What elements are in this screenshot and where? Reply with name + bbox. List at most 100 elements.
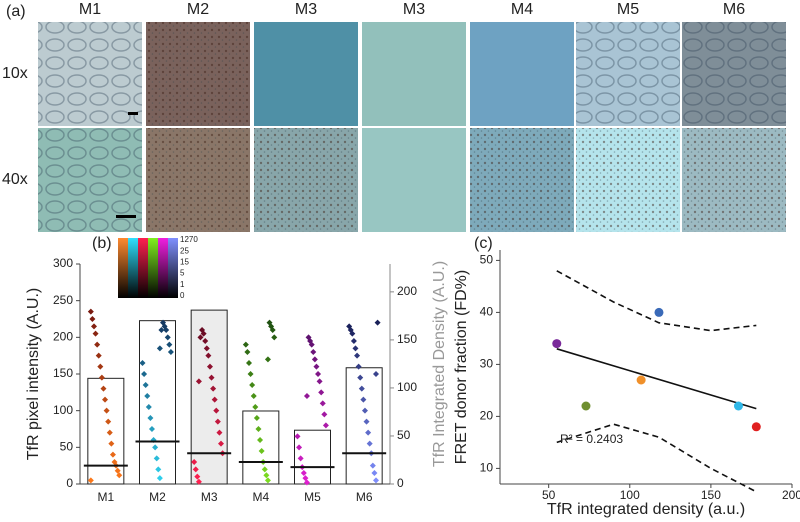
data-point	[195, 378, 202, 385]
data-point	[114, 467, 121, 474]
y-tick-label: 50	[60, 440, 74, 454]
data-point	[141, 371, 148, 377]
data-point	[139, 360, 146, 366]
data-point	[303, 393, 310, 399]
data-point	[373, 371, 380, 377]
data-point	[89, 316, 96, 322]
bar	[345, 367, 383, 485]
data-point	[192, 466, 199, 473]
data-point	[354, 352, 361, 359]
data-point	[373, 477, 380, 484]
data-point	[98, 374, 105, 381]
data-point	[358, 385, 365, 392]
data-point	[255, 426, 262, 432]
confidence-band	[556, 423, 757, 493]
data-point	[264, 477, 271, 484]
scale-bar	[128, 112, 138, 115]
y2-tick-label: 100	[397, 380, 417, 394]
y-tick-label: 0	[66, 476, 73, 490]
y-tick-label: 100	[53, 403, 73, 417]
data-point	[106, 429, 113, 436]
panel-label: (a)	[6, 3, 26, 20]
data-point	[363, 418, 370, 425]
column-label: M2	[187, 1, 209, 18]
x-tick-label: M1	[97, 490, 114, 504]
micrograph-texture	[682, 128, 786, 232]
micrograph-texture	[146, 22, 250, 126]
data-point	[315, 371, 322, 377]
data-point	[244, 349, 251, 355]
confidence-band	[556, 270, 757, 332]
bar	[242, 410, 280, 485]
colorbar-label: 1270	[180, 235, 198, 244]
micrograph-texture	[470, 128, 574, 232]
data-point	[214, 418, 221, 425]
data-point	[316, 378, 323, 385]
data-point	[206, 363, 213, 370]
micrograph-texture	[682, 22, 786, 126]
data-point	[252, 404, 259, 410]
data-point	[109, 451, 116, 458]
data-point	[95, 352, 102, 359]
micrograph-texture	[576, 22, 680, 126]
data-point	[352, 345, 359, 352]
data-point	[360, 396, 367, 403]
micrograph	[362, 128, 466, 232]
data-point	[213, 407, 220, 414]
data-point	[156, 345, 163, 352]
colorbar-label: 1	[180, 280, 185, 289]
y-tick-label: 50	[480, 253, 494, 267]
x-tick-label: M6	[356, 490, 373, 504]
colorbar-label: 0	[180, 291, 185, 300]
data-point	[369, 462, 376, 469]
x-tick-label: 150	[701, 488, 721, 502]
data-point	[374, 319, 381, 326]
y-tick-label: 200	[53, 330, 73, 344]
micrograph	[470, 22, 574, 126]
data-point	[733, 401, 743, 411]
data-point	[87, 477, 94, 484]
data-point	[191, 459, 198, 465]
data-point	[194, 473, 201, 480]
data-point	[102, 396, 109, 403]
image-panel: M1 M2 M3 M3 M4 M5 M6 10x 40x	[2, 1, 786, 232]
data-point	[371, 470, 378, 476]
data-point	[164, 334, 171, 341]
data-point	[92, 330, 99, 337]
micrograph-texture	[254, 128, 358, 232]
data-point	[258, 448, 265, 454]
data-point	[305, 334, 312, 341]
data-point	[97, 363, 104, 370]
x-tick-label: 50	[542, 488, 556, 502]
colorbar-stripe	[138, 238, 148, 298]
data-point	[366, 440, 373, 447]
data-point	[355, 363, 362, 370]
x-tick-label: M5	[304, 490, 321, 504]
data-point	[346, 323, 353, 330]
y2-axis-title: TfR Integrated Density (A.U.)	[431, 261, 448, 467]
micrograph	[254, 22, 358, 126]
data-point	[245, 360, 252, 366]
micrograph-texture	[576, 128, 680, 232]
colorbar-stripe	[148, 238, 158, 298]
panel-label: (b)	[92, 235, 112, 252]
y-tick-label: 10	[480, 461, 494, 475]
data-point	[250, 393, 257, 399]
data-point	[202, 338, 209, 344]
data-point	[552, 339, 562, 349]
data-point	[319, 400, 326, 407]
x-tick-label: 100	[620, 488, 640, 502]
bar	[190, 309, 228, 485]
data-point	[357, 374, 364, 381]
y-tick-label: 250	[53, 293, 73, 307]
y-tick-label: 300	[53, 256, 73, 270]
data-point	[365, 429, 372, 436]
data-point	[350, 338, 357, 344]
column-label: M3	[403, 1, 425, 18]
colorbar-label: 25	[180, 246, 189, 255]
data-point	[111, 459, 118, 465]
y-tick-label: 30	[480, 357, 494, 371]
data-point	[216, 429, 223, 436]
data-point	[166, 341, 173, 348]
data-point	[322, 422, 329, 429]
